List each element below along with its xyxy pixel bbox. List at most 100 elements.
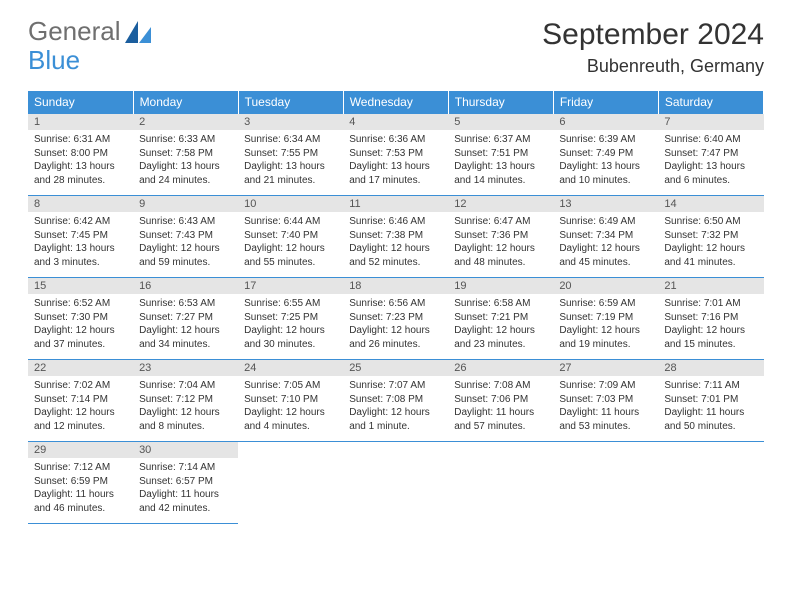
sunset-line: Sunset: 7:06 PM [454,393,547,407]
sunrise-line: Sunrise: 6:47 AM [454,215,547,229]
sunset-line: Sunset: 7:32 PM [664,229,757,243]
day-number: 7 [658,114,763,130]
sunset-line: Sunset: 7:43 PM [139,229,232,243]
sunset-line: Sunset: 7:36 PM [454,229,547,243]
calendar-cell: 17Sunrise: 6:55 AMSunset: 7:25 PMDayligh… [238,278,343,360]
weekday-header: Sunday [28,91,133,114]
day-number: 23 [133,360,238,376]
logo-sail-icon [125,21,151,43]
day-body: Sunrise: 6:37 AMSunset: 7:51 PMDaylight:… [448,130,553,190]
calendar-cell: 6Sunrise: 6:39 AMSunset: 7:49 PMDaylight… [553,114,658,196]
calendar-cell: 16Sunrise: 6:53 AMSunset: 7:27 PMDayligh… [133,278,238,360]
calendar-cell: 7Sunrise: 6:40 AMSunset: 7:47 PMDaylight… [658,114,763,196]
sunrise-line: Sunrise: 6:39 AM [559,133,652,147]
sunrise-line: Sunrise: 6:59 AM [559,297,652,311]
sunrise-line: Sunrise: 6:50 AM [664,215,757,229]
day-number: 15 [28,278,133,294]
sunset-line: Sunset: 7:53 PM [349,147,442,161]
daylight-line: Daylight: 12 hours and 30 minutes. [244,324,337,351]
sunset-line: Sunset: 7:03 PM [559,393,652,407]
sunrise-line: Sunrise: 6:44 AM [244,215,337,229]
sunset-line: Sunset: 7:45 PM [34,229,127,243]
sunrise-line: Sunrise: 6:56 AM [349,297,442,311]
calendar-cell: 18Sunrise: 6:56 AMSunset: 7:23 PMDayligh… [343,278,448,360]
calendar-row: 15Sunrise: 6:52 AMSunset: 7:30 PMDayligh… [28,278,764,360]
sunrise-line: Sunrise: 7:01 AM [664,297,757,311]
day-number: 3 [238,114,343,130]
calendar-cell: 5Sunrise: 6:37 AMSunset: 7:51 PMDaylight… [448,114,553,196]
day-body: Sunrise: 6:49 AMSunset: 7:34 PMDaylight:… [553,212,658,272]
day-body: Sunrise: 6:58 AMSunset: 7:21 PMDaylight:… [448,294,553,354]
calendar-cell: 19Sunrise: 6:58 AMSunset: 7:21 PMDayligh… [448,278,553,360]
calendar-cell: 30Sunrise: 7:14 AMSunset: 6:57 PMDayligh… [133,442,238,524]
day-number: 8 [28,196,133,212]
day-body: Sunrise: 6:50 AMSunset: 7:32 PMDaylight:… [658,212,763,272]
sunset-line: Sunset: 7:25 PM [244,311,337,325]
day-number: 21 [658,278,763,294]
sunrise-line: Sunrise: 6:37 AM [454,133,547,147]
calendar-cell [448,442,553,524]
day-body: Sunrise: 6:39 AMSunset: 7:49 PMDaylight:… [553,130,658,190]
sunset-line: Sunset: 7:14 PM [34,393,127,407]
sunset-line: Sunset: 6:59 PM [34,475,127,489]
sunrise-line: Sunrise: 7:02 AM [34,379,127,393]
calendar-cell: 11Sunrise: 6:46 AMSunset: 7:38 PMDayligh… [343,196,448,278]
sunset-line: Sunset: 7:55 PM [244,147,337,161]
day-body: Sunrise: 7:12 AMSunset: 6:59 PMDaylight:… [28,458,133,518]
day-body: Sunrise: 7:02 AMSunset: 7:14 PMDaylight:… [28,376,133,436]
daylight-line: Daylight: 12 hours and 55 minutes. [244,242,337,269]
daylight-line: Daylight: 11 hours and 42 minutes. [139,488,232,515]
daylight-line: Daylight: 12 hours and 52 minutes. [349,242,442,269]
day-body: Sunrise: 6:47 AMSunset: 7:36 PMDaylight:… [448,212,553,272]
calendar-cell: 15Sunrise: 6:52 AMSunset: 7:30 PMDayligh… [28,278,133,360]
day-number: 29 [28,442,133,458]
sunrise-line: Sunrise: 6:53 AM [139,297,232,311]
daylight-line: Daylight: 13 hours and 24 minutes. [139,160,232,187]
logo: General Blue [28,18,151,73]
weekday-header: Friday [553,91,658,114]
day-body: Sunrise: 7:01 AMSunset: 7:16 PMDaylight:… [658,294,763,354]
sunrise-line: Sunrise: 7:05 AM [244,379,337,393]
calendar-cell [238,442,343,524]
sunrise-line: Sunrise: 7:08 AM [454,379,547,393]
daylight-line: Daylight: 11 hours and 46 minutes. [34,488,127,515]
daylight-line: Daylight: 12 hours and 34 minutes. [139,324,232,351]
day-body: Sunrise: 7:09 AMSunset: 7:03 PMDaylight:… [553,376,658,436]
calendar-cell: 26Sunrise: 7:08 AMSunset: 7:06 PMDayligh… [448,360,553,442]
day-body: Sunrise: 6:42 AMSunset: 7:45 PMDaylight:… [28,212,133,272]
sunset-line: Sunset: 7:47 PM [664,147,757,161]
day-body: Sunrise: 6:31 AMSunset: 8:00 PMDaylight:… [28,130,133,190]
daylight-line: Daylight: 11 hours and 53 minutes. [559,406,652,433]
sunset-line: Sunset: 7:34 PM [559,229,652,243]
daylight-line: Daylight: 13 hours and 6 minutes. [664,160,757,187]
day-body: Sunrise: 7:07 AMSunset: 7:08 PMDaylight:… [343,376,448,436]
sunset-line: Sunset: 7:38 PM [349,229,442,243]
day-number: 13 [553,196,658,212]
day-body: Sunrise: 6:33 AMSunset: 7:58 PMDaylight:… [133,130,238,190]
daylight-line: Daylight: 12 hours and 4 minutes. [244,406,337,433]
day-number: 1 [28,114,133,130]
calendar-cell: 28Sunrise: 7:11 AMSunset: 7:01 PMDayligh… [658,360,763,442]
day-number: 27 [553,360,658,376]
logo-text: General Blue [28,18,121,73]
sunset-line: Sunset: 7:12 PM [139,393,232,407]
day-body: Sunrise: 6:40 AMSunset: 7:47 PMDaylight:… [658,130,763,190]
daylight-line: Daylight: 13 hours and 3 minutes. [34,242,127,269]
weekday-header-row: SundayMondayTuesdayWednesdayThursdayFrid… [28,91,764,114]
calendar-cell: 4Sunrise: 6:36 AMSunset: 7:53 PMDaylight… [343,114,448,196]
day-number: 18 [343,278,448,294]
day-body: Sunrise: 7:08 AMSunset: 7:06 PMDaylight:… [448,376,553,436]
daylight-line: Daylight: 12 hours and 19 minutes. [559,324,652,351]
sunrise-line: Sunrise: 6:55 AM [244,297,337,311]
day-body: Sunrise: 6:36 AMSunset: 7:53 PMDaylight:… [343,130,448,190]
weekday-header: Saturday [658,91,763,114]
day-body: Sunrise: 7:04 AMSunset: 7:12 PMDaylight:… [133,376,238,436]
calendar-cell [343,442,448,524]
daylight-line: Daylight: 11 hours and 57 minutes. [454,406,547,433]
daylight-line: Daylight: 13 hours and 14 minutes. [454,160,547,187]
calendar-cell [658,442,763,524]
page-header: General Blue September 2024 Bubenreuth, … [28,18,764,77]
sunrise-line: Sunrise: 6:58 AM [454,297,547,311]
weekday-header: Thursday [448,91,553,114]
day-number: 16 [133,278,238,294]
